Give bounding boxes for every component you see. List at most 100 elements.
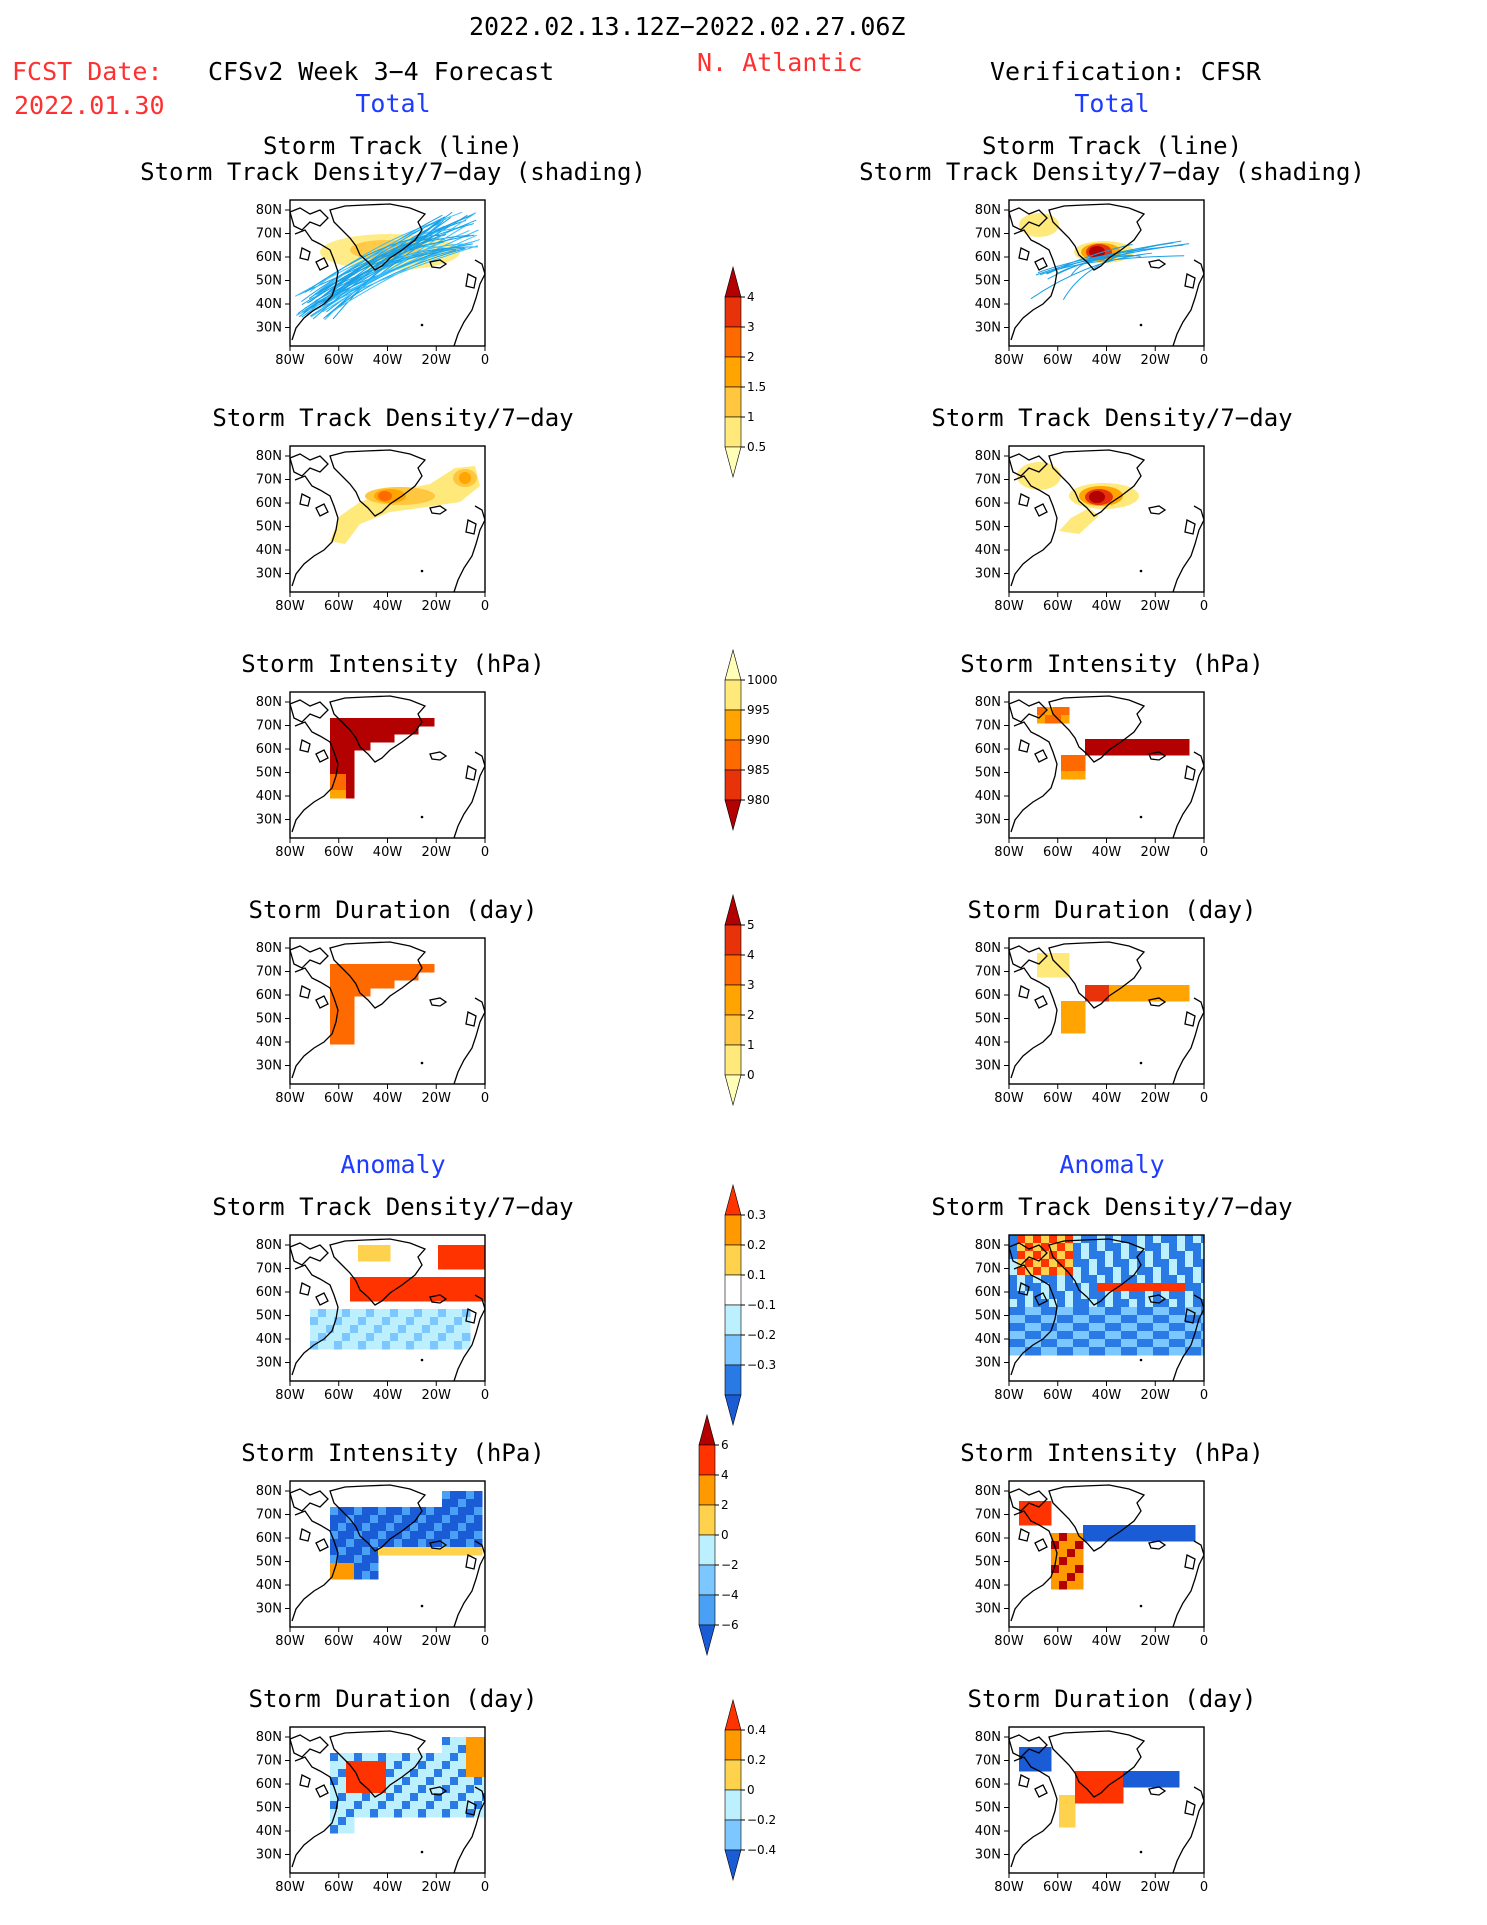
coastline: [1184, 1308, 1196, 1324]
grid-cell: [1025, 1291, 1034, 1300]
grid-cell: [1069, 1025, 1078, 1034]
grid-cell: [438, 1333, 447, 1342]
coastline: [465, 519, 477, 535]
grid-cell: [474, 1507, 483, 1516]
grid-cell: [1139, 1525, 1148, 1534]
grid-cell: [362, 1531, 371, 1540]
grid-cell: [378, 1547, 387, 1556]
grid-cell: [1057, 1331, 1066, 1340]
lon-tick-label: 80W: [275, 1880, 305, 1895]
grid-cell: [434, 1547, 443, 1556]
grid-cell: [1185, 1283, 1194, 1292]
grid-cell: [1137, 1275, 1146, 1284]
colorbar-label: 0.4: [747, 1723, 766, 1737]
grid-cell: [326, 1309, 335, 1318]
lon-tick-label: 0: [1200, 1880, 1208, 1895]
grid-cell: [1075, 1565, 1084, 1574]
grid-cell: [378, 734, 387, 743]
grid-cell: [1177, 1283, 1186, 1292]
colorbar-swatch: [724, 416, 742, 448]
grid-cell: [1137, 1339, 1146, 1348]
grid-cell: [1067, 1573, 1076, 1582]
grid-cell: [1057, 1283, 1066, 1292]
grid-cell: [330, 1817, 339, 1826]
grid-cell: [1027, 1501, 1036, 1510]
lon-tick-label: 60W: [324, 353, 354, 368]
grid-cell: [1105, 1315, 1114, 1324]
grid-cell: [1097, 1299, 1106, 1308]
grid-cell: [1137, 1331, 1146, 1340]
grid-cell: [1035, 1509, 1044, 1518]
grid-cell: [394, 964, 403, 973]
coastline: [329, 1730, 427, 1798]
lon-tick-label: 60W: [1043, 845, 1073, 860]
grid-cell: [1081, 1339, 1090, 1348]
grid-cell: [346, 1036, 355, 1045]
lat-tick-label: 70N: [256, 1508, 282, 1523]
grid-cell: [1041, 1283, 1050, 1292]
coastline: [1172, 1786, 1205, 1874]
grid-cell: [1185, 1259, 1194, 1268]
grid-cell: [1129, 1323, 1138, 1332]
grid-cell: [1049, 1267, 1058, 1276]
grid-cell: [394, 1809, 403, 1818]
lat-tick-label: 70N: [256, 1262, 282, 1277]
grid-cell: [1113, 1267, 1122, 1276]
grid-cell: [1061, 1001, 1070, 1010]
grid-cell: [458, 1539, 467, 1548]
grid-cell: [1185, 1299, 1194, 1308]
lat-tick-label: 80N: [975, 941, 1001, 956]
lat-tick-label: 40N: [975, 297, 1001, 312]
grid-cell: [434, 1507, 443, 1516]
grid-cell: [454, 1285, 463, 1294]
grid-cell: [1017, 1283, 1026, 1292]
grid-cell: [474, 1769, 483, 1778]
grid-cell: [346, 1531, 355, 1540]
lat-tick-label: 60N: [975, 742, 1001, 757]
grid-cell: [346, 1769, 355, 1778]
grid-cell: [330, 1507, 339, 1516]
grid-cell: [1009, 1291, 1018, 1300]
grid-cell: [1049, 1251, 1058, 1260]
grid-cell: [354, 1801, 363, 1810]
lat-tick-label: 60N: [256, 1285, 282, 1300]
coastline: [465, 765, 477, 781]
grid-cell: [442, 1531, 451, 1540]
grid-cell: [350, 1317, 359, 1326]
coastline: [1010, 721, 1058, 833]
grid-cell: [1097, 1283, 1106, 1292]
grid-cell: [1025, 1347, 1034, 1356]
grid-cell: [1137, 1307, 1146, 1316]
colorbar-label: −0.3: [747, 1358, 776, 1372]
grid-cell: [370, 1801, 379, 1810]
grid-cell: [1073, 1235, 1082, 1244]
coastline: [291, 229, 339, 341]
storm-track-line: [308, 219, 467, 299]
grid-cell: [386, 726, 395, 735]
grid-cell: [358, 1325, 367, 1334]
grid-cell: [1089, 1347, 1098, 1356]
grid-cell: [430, 1333, 439, 1342]
grid-cell: [362, 1809, 371, 1818]
grid-cell: [1115, 1787, 1124, 1796]
lon-tick-label: 80W: [994, 599, 1024, 614]
colorbar-swatch: [724, 1044, 742, 1076]
grid-cell: [394, 1753, 403, 1762]
grid-cell: [370, 1761, 379, 1770]
grid-cell: [474, 1793, 483, 1802]
grid-cell: [378, 972, 387, 981]
grid-cell: [346, 718, 355, 727]
grid-cell: [1077, 1009, 1086, 1018]
lon-tick-label: 40W: [373, 845, 403, 860]
grid-cell: [406, 1317, 415, 1326]
grid-cell: [382, 1325, 391, 1334]
grid-cell: [350, 1285, 359, 1294]
grid-cell: [1129, 1315, 1138, 1324]
grid-cell: [362, 1507, 371, 1516]
grid-cell: [1105, 1251, 1114, 1260]
grid-cell: [1107, 1525, 1116, 1534]
coastline: [1048, 1238, 1146, 1306]
grid-cell: [402, 1809, 411, 1818]
